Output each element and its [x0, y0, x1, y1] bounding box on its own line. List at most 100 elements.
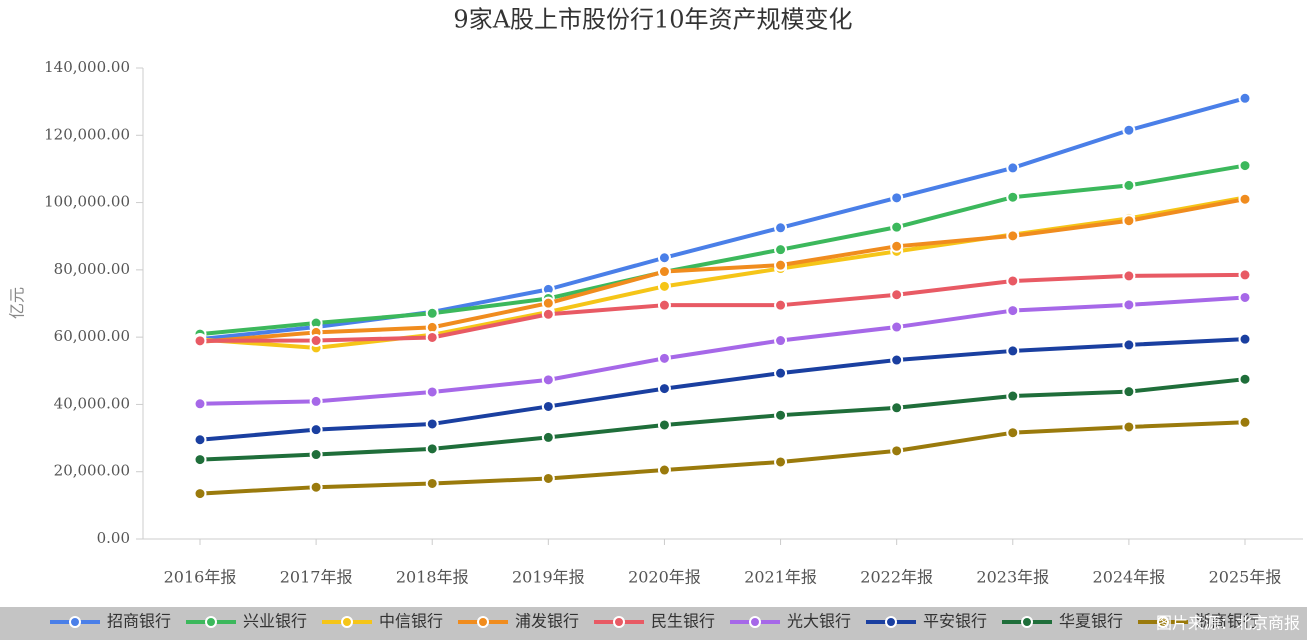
point [1006, 426, 1020, 440]
point [890, 288, 904, 302]
line [199, 197, 1246, 344]
point [774, 258, 788, 272]
legend-marker [885, 616, 897, 628]
point [1006, 389, 1020, 403]
y-tick-label: 100,000.00 [44, 193, 130, 211]
point [1238, 332, 1252, 346]
point [1238, 415, 1252, 429]
point [1006, 190, 1020, 204]
y-axis-label: 亿元 [8, 287, 27, 319]
point [1238, 159, 1252, 173]
legend-label: 平安银行 [923, 612, 987, 631]
point [1122, 214, 1136, 228]
point [1006, 229, 1020, 243]
y-tick-label: 0.00 [97, 529, 130, 547]
legend-marker [477, 616, 489, 628]
point [309, 480, 323, 494]
legend-marker [1021, 616, 1033, 628]
point [774, 408, 788, 422]
point [774, 334, 788, 348]
point [309, 394, 323, 408]
legend-marker [341, 616, 353, 628]
legend-label: 招商银行 [107, 612, 171, 631]
legend-label: 华夏银行 [1059, 612, 1123, 631]
point [1238, 372, 1252, 386]
point [541, 430, 555, 444]
point [890, 353, 904, 367]
point [193, 433, 207, 447]
point [657, 265, 671, 279]
point [425, 476, 439, 490]
point [425, 330, 439, 344]
x-tick-label: 2022年报 [860, 568, 933, 587]
point [425, 442, 439, 456]
point [890, 401, 904, 415]
x-tick-label: 2025年报 [1209, 568, 1282, 587]
point [309, 423, 323, 437]
point [890, 444, 904, 458]
y-tick-label: 120,000.00 [44, 125, 130, 143]
point [657, 418, 671, 432]
y-tick-label: 20,000.00 [54, 462, 130, 480]
point [541, 296, 555, 310]
point [425, 385, 439, 399]
point [425, 306, 439, 320]
legend-marker [613, 616, 625, 628]
x-tick-label: 2023年报 [976, 568, 1049, 587]
source-note: 图片来源：北京商报 [1156, 614, 1300, 633]
line [199, 420, 1246, 496]
point [1122, 298, 1136, 312]
point [1122, 178, 1136, 192]
point [890, 320, 904, 334]
y-tick-label: 140,000.00 [44, 58, 130, 76]
point [541, 373, 555, 387]
point [1122, 338, 1136, 352]
point [657, 351, 671, 365]
point [541, 471, 555, 485]
point [309, 448, 323, 462]
point [774, 298, 788, 312]
line [199, 96, 1246, 342]
line [199, 195, 1246, 350]
point [1238, 268, 1252, 282]
point [193, 453, 207, 467]
point [657, 382, 671, 396]
x-tick-label: 2020年报 [628, 568, 701, 587]
legend-label: 浦发银行 [515, 612, 579, 631]
y-tick-label: 80,000.00 [54, 260, 130, 278]
point [1122, 269, 1136, 283]
point [193, 487, 207, 501]
point [193, 334, 207, 348]
point [657, 298, 671, 312]
x-tick-label: 2024年报 [1093, 568, 1166, 587]
legend-label: 中信银行 [379, 612, 443, 631]
point [541, 307, 555, 321]
point [1122, 420, 1136, 434]
point [657, 279, 671, 293]
point [1238, 192, 1252, 206]
line [199, 377, 1246, 462]
legend-label: 浙商银行 [1195, 612, 1259, 631]
x-tick-label: 2021年报 [744, 568, 817, 587]
point [1006, 304, 1020, 318]
legend-label: 民生银行 [651, 612, 715, 631]
point [1238, 91, 1252, 105]
point [1238, 290, 1252, 304]
legend-marker [205, 616, 217, 628]
y-tick-label: 60,000.00 [54, 327, 130, 345]
point [425, 417, 439, 431]
legend-label: 兴业银行 [243, 612, 307, 631]
point [774, 455, 788, 469]
point [890, 239, 904, 253]
point [774, 243, 788, 257]
line [199, 295, 1246, 406]
chart-title: 9家A股上市股份行10年资产规模变化 [453, 6, 852, 34]
line [199, 337, 1246, 442]
legend-marker [1157, 616, 1169, 628]
legend-marker [69, 616, 81, 628]
legend-marker [749, 616, 761, 628]
point [657, 463, 671, 477]
x-tick-label: 2019年报 [512, 568, 585, 587]
point [774, 366, 788, 380]
